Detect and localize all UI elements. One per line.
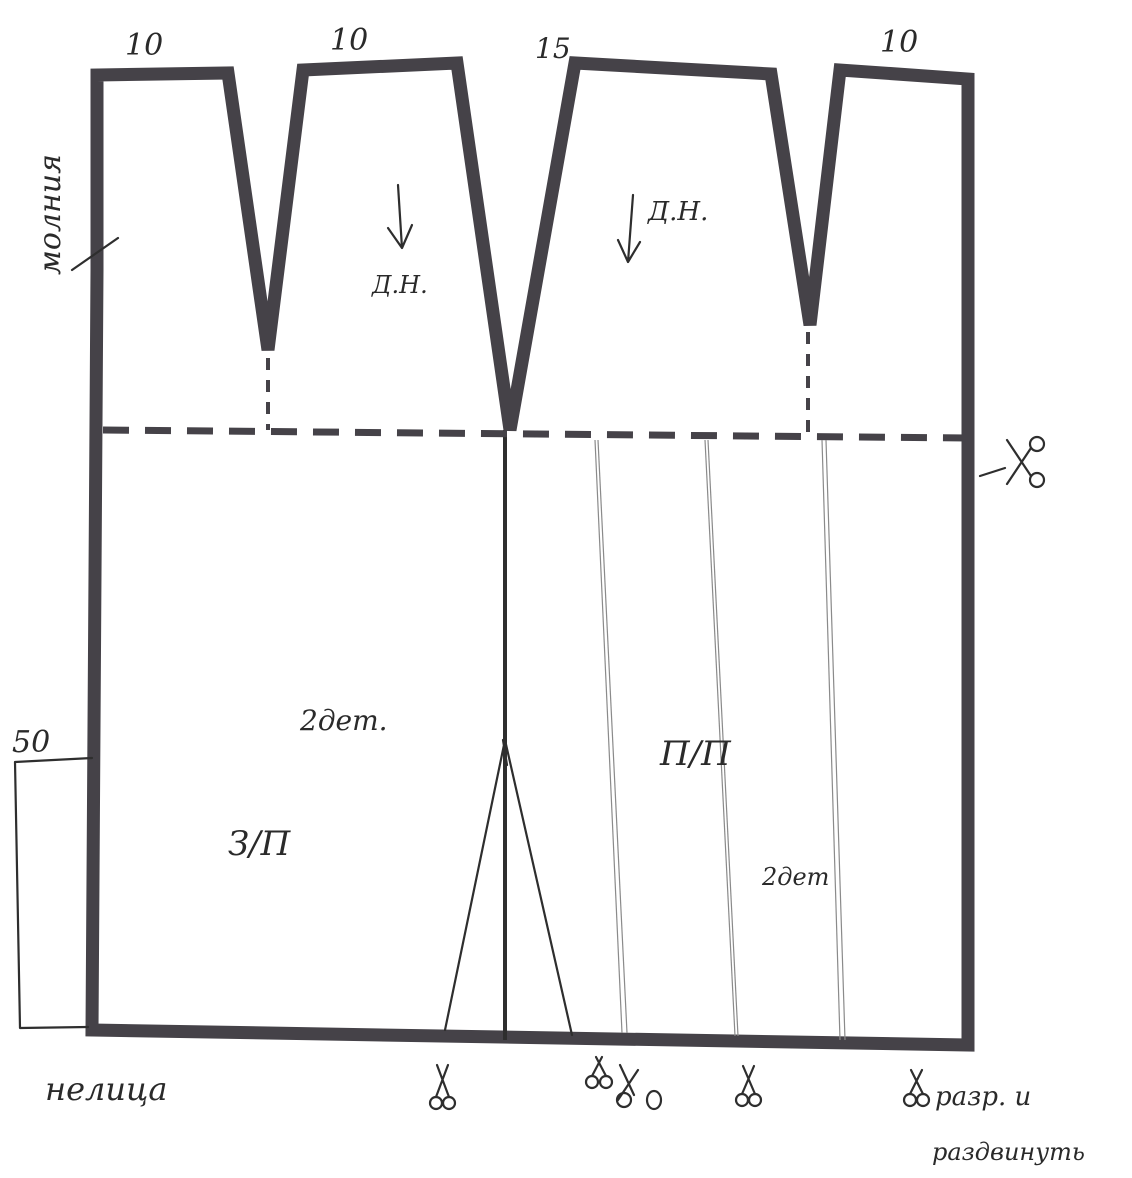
slash-line-3 (821, 439, 841, 1041)
scissors-icon-bottom-5 (902, 1068, 931, 1108)
dart-label-2: 10 (330, 23, 368, 58)
scissors-icon-bottom-2 (584, 1055, 614, 1090)
dart-label-1: 10 (125, 28, 163, 63)
slash-line-3b (825, 439, 846, 1041)
front-piece-count: 2дет (761, 863, 829, 891)
hem-label: нелица (45, 1070, 167, 1108)
dimension-bracket (13, 756, 94, 1030)
grain-label-back: Д.Н. (371, 271, 428, 299)
zipper-tick (70, 236, 120, 272)
grain-arrow-front (616, 193, 642, 264)
front-panel-marker: П/П (659, 734, 732, 774)
dimension-label: 50 (12, 725, 50, 760)
cut-note-line2: раздвинуть (932, 1138, 1085, 1166)
cut-note-line1: разр. и (935, 1082, 1031, 1112)
scissors-icon-bottom-3 (615, 1063, 663, 1111)
back-panel-marker: З/П (228, 824, 292, 864)
dart-label-4: 10 (880, 25, 918, 60)
grain-label-front: Д.Н. (647, 197, 708, 227)
slash-line-1b (597, 439, 628, 1034)
scissors-icon-bottom-1 (428, 1063, 457, 1111)
vent-lines (443, 738, 574, 1037)
slash-line-2 (704, 439, 736, 1037)
scissors-icon (978, 435, 1046, 489)
slash-line-1 (594, 439, 623, 1034)
hip-line (102, 426, 969, 442)
slash-line-2b (707, 439, 739, 1037)
back-piece-count: 2дет. (299, 704, 388, 737)
scissors-icon-bottom-4 (734, 1064, 763, 1108)
pattern-outline (85, 56, 975, 1052)
dart-label-3: 15 (535, 32, 571, 65)
grain-arrow-back (386, 183, 414, 250)
zipper-label: молния (33, 154, 68, 275)
